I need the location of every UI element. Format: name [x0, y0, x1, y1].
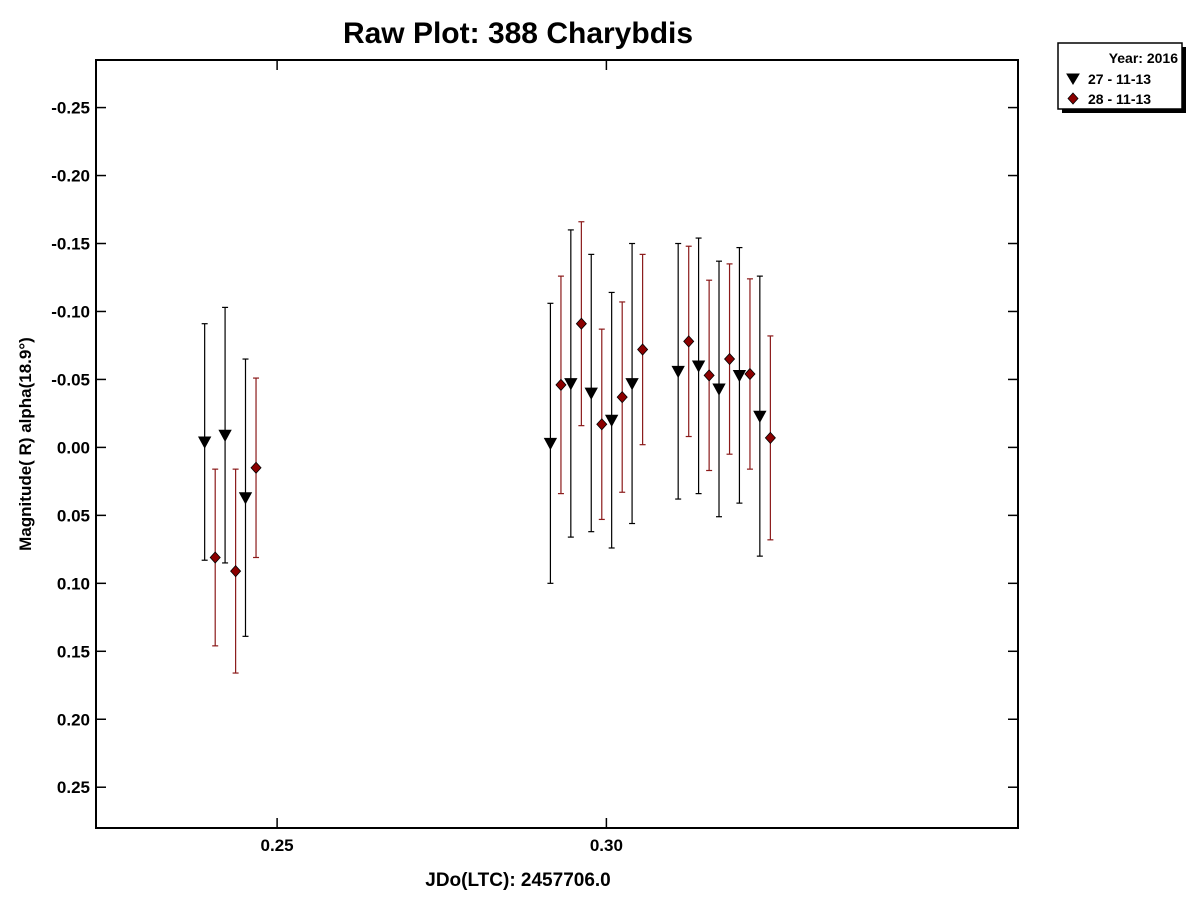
x-axis: 0.25 0.30 [261, 60, 623, 855]
data-point-triangle [238, 492, 253, 505]
y-tick-label: -0.15 [51, 235, 90, 254]
series-1 [197, 229, 767, 637]
data-point-diamond [230, 564, 242, 578]
data-point-diamond [703, 369, 715, 382]
plot-frame [95, 59, 1019, 829]
data-point-triangle [691, 360, 706, 373]
y-tick-label: -0.10 [51, 302, 90, 321]
y-tick-label: 0.10 [57, 574, 90, 593]
y-tick-label: 0.20 [57, 710, 90, 729]
y-tick-label: 0.00 [57, 438, 90, 457]
y-tick-label: 0.15 [57, 642, 90, 661]
data-point-triangle [218, 429, 232, 443]
data-point-triangle [732, 369, 747, 383]
legend-box [1057, 42, 1183, 110]
data-point-triangle [197, 436, 212, 449]
y-tick-label: -0.20 [51, 167, 90, 186]
data-point-diamond [724, 352, 736, 366]
y-tick-label: 0.25 [57, 778, 90, 797]
y-axis-label: Magnitude( R) alpha(18.9°) [16, 337, 35, 551]
data-point-triangle [671, 365, 685, 379]
data-point-triangle [753, 410, 767, 423]
data-point-diamond [250, 461, 262, 474]
x-axis-label: JDo(LTC): 2457706.0 [425, 870, 611, 891]
y-tick-label: -0.05 [51, 370, 90, 389]
data-point-triangle [625, 378, 639, 391]
data-point-diamond [637, 343, 649, 356]
data-point-diamond [764, 431, 776, 444]
data-point-triangle [584, 387, 598, 400]
series-2 [209, 221, 776, 674]
plot-area [197, 221, 776, 674]
legend-entry-2: 28 - 11-13 [1088, 91, 1151, 107]
data-point-diamond [616, 391, 628, 404]
legend-title: Year: 2016 [1109, 50, 1178, 66]
data-point-diamond [555, 378, 567, 391]
x-tick-label: 0.25 [261, 836, 294, 855]
legend-diamond-marker [1067, 92, 1079, 105]
data-point-diamond [575, 317, 587, 330]
data-point-diamond [744, 367, 756, 381]
legend-triangle-marker [1066, 73, 1080, 85]
data-point-diamond [596, 418, 608, 431]
legend: Year: 2016 27 - 11-13 28 - 11-13 [1057, 42, 1186, 113]
data-point-triangle [564, 378, 578, 391]
y-tick-label: -0.25 [51, 99, 90, 118]
y-axis: -0.25 -0.20 -0.15 -0.10 -0.05 0.00 0.05 0.10 0.1… [51, 99, 1018, 797]
y-tick-label: 0.05 [57, 506, 90, 525]
data-point-diamond [683, 335, 695, 348]
legend-entry-1: 27 - 11-13 [1088, 71, 1151, 87]
x-tick-label: 0.30 [590, 836, 623, 855]
data-point-triangle [712, 383, 726, 396]
data-point-triangle [604, 414, 619, 428]
data-point-diamond [209, 551, 221, 564]
chart-title: Raw Plot: 388 Charybdis [343, 17, 693, 50]
data-point-triangle [543, 437, 558, 451]
